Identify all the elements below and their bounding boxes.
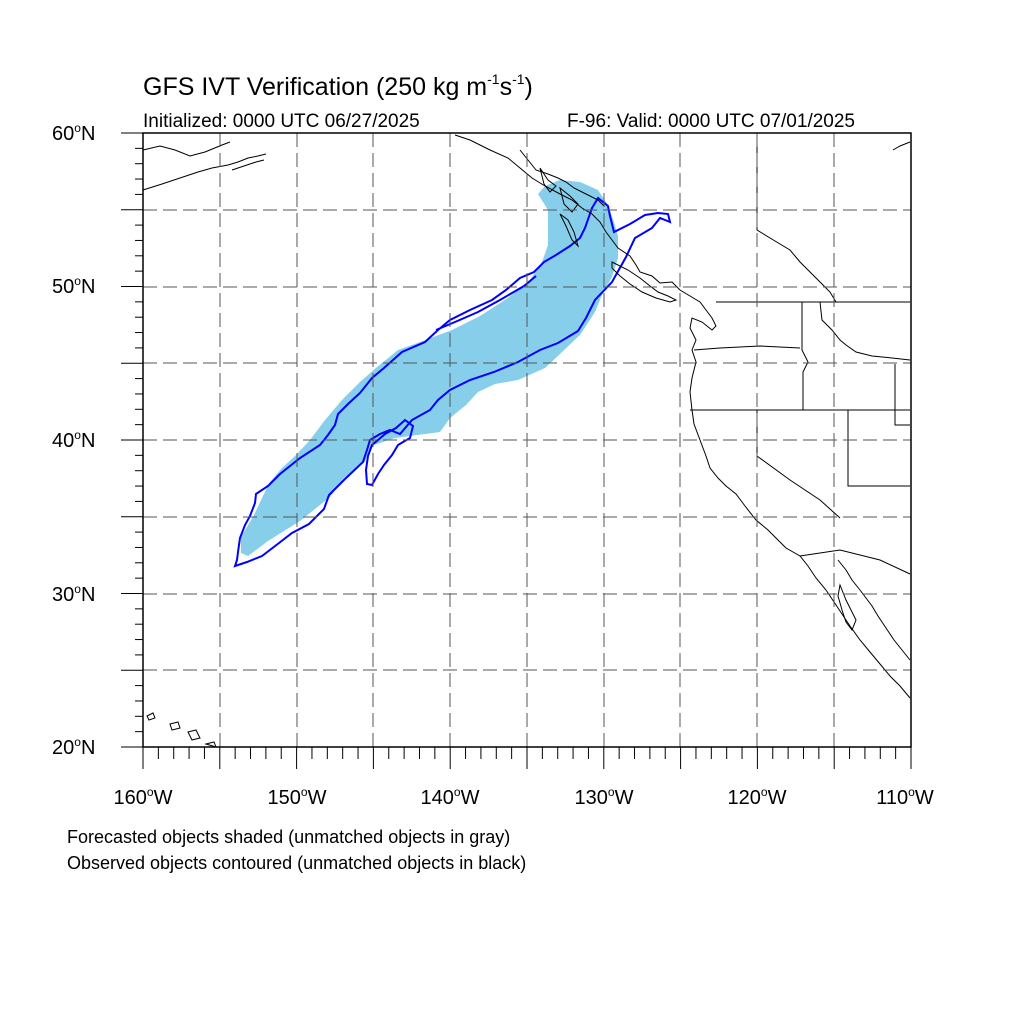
lat-label-60n: 60oN: [52, 121, 96, 145]
grid-lines: [143, 133, 911, 747]
forecast-object-shaded: [241, 180, 618, 556]
state-borders: [690, 133, 911, 575]
observed-object-contour: [233, 196, 672, 568]
lat-label-20n: 20oN: [52, 735, 96, 759]
chart-title: GFS IVT Verification (250 kg m-1s-1): [143, 71, 533, 101]
legend-observed-note: Observed objects contoured (unmatched ob…: [67, 853, 527, 873]
lat-label-40n: 40oN: [52, 428, 96, 452]
lon-label-150w: 150oW: [267, 785, 327, 809]
legend-forecast-note: Forecasted objects shaded (unmatched obj…: [67, 827, 511, 847]
lon-label-140w: 140oW: [420, 785, 480, 809]
valid-time-label: F-96: Valid: 0000 UTC 07/01/2025: [567, 111, 855, 132]
lat-label-30n: 30oN: [52, 582, 96, 606]
lon-label-110w: 110oW: [876, 785, 934, 809]
initialized-label: Initialized: 0000 UTC 06/27/2025: [143, 111, 420, 132]
axis-ticks: [121, 132, 912, 769]
lat-label-50n: 50oN: [52, 274, 96, 298]
lon-label-120w: 120oW: [727, 785, 787, 809]
lon-label-130w: 130oW: [574, 785, 634, 809]
lon-label-160w: 160oW: [113, 785, 173, 809]
